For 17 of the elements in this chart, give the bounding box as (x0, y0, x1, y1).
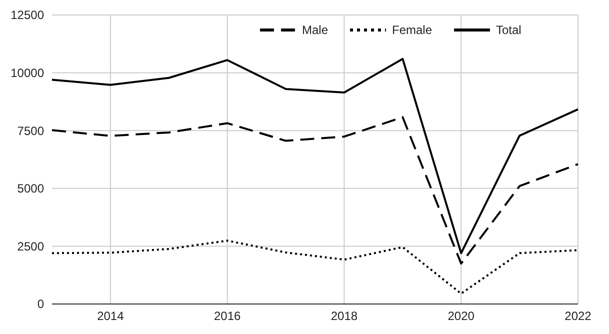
y-tick-label: 2500 (17, 239, 44, 254)
legend-label: Total (496, 23, 522, 38)
y-tick-label: 10000 (10, 66, 44, 80)
x-tick-label: 2014 (97, 309, 124, 323)
line-series (51, 116, 579, 265)
legend-label: Female (392, 23, 432, 38)
x-tick-label: 2020 (448, 309, 475, 323)
y-tick-label: 12500 (10, 8, 44, 22)
x-tick-label: 2022 (564, 309, 592, 323)
x-tick-label: 2016 (214, 309, 242, 323)
y-tick-label: 5000 (17, 182, 44, 196)
line-series (51, 240, 579, 295)
y-tick-label: 0 (37, 297, 44, 312)
legend-label: Male (302, 23, 328, 38)
x-tick-label: 2018 (330, 309, 358, 323)
line-series (51, 58, 579, 254)
y-tick-label: 7500 (17, 124, 44, 138)
